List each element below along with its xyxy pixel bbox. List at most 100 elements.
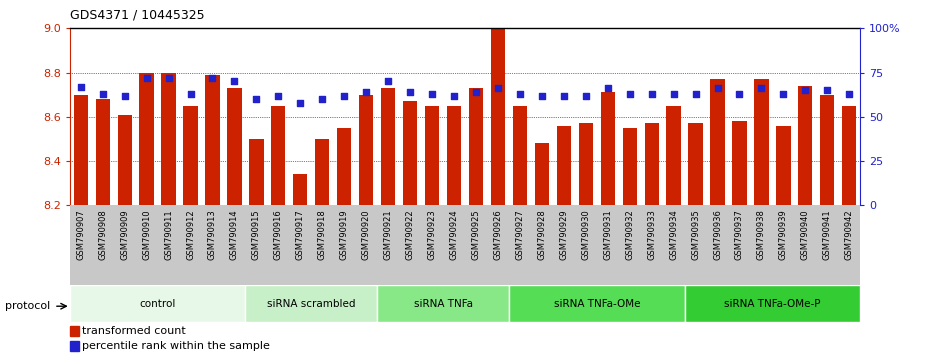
Text: control: control xyxy=(140,298,176,309)
Point xyxy=(644,91,659,97)
Bar xyxy=(183,106,198,205)
Point xyxy=(293,100,308,105)
Bar xyxy=(378,285,509,322)
Point xyxy=(117,93,132,98)
Point xyxy=(95,91,110,97)
Text: GDS4371 / 10445325: GDS4371 / 10445325 xyxy=(70,8,205,21)
Bar xyxy=(73,95,87,205)
Point xyxy=(403,89,418,95)
Bar xyxy=(667,106,681,205)
Point xyxy=(666,91,681,97)
Bar xyxy=(754,79,768,205)
Bar xyxy=(359,95,373,205)
Bar xyxy=(403,101,418,205)
Point xyxy=(798,87,813,93)
Text: GSM790917: GSM790917 xyxy=(296,209,305,260)
Text: GSM790922: GSM790922 xyxy=(405,209,415,260)
Bar xyxy=(227,88,242,205)
Text: GSM790923: GSM790923 xyxy=(428,209,436,260)
Text: GSM790938: GSM790938 xyxy=(757,209,766,260)
Point xyxy=(490,86,505,91)
Point xyxy=(227,79,242,84)
Bar xyxy=(491,28,505,205)
Point xyxy=(73,84,88,90)
Point xyxy=(600,86,615,91)
Point xyxy=(556,93,571,98)
Text: GSM790930: GSM790930 xyxy=(581,209,591,260)
Bar xyxy=(711,79,724,205)
Point xyxy=(578,93,593,98)
Text: protocol: protocol xyxy=(5,301,50,311)
Text: siRNA TNFa-OMe-P: siRNA TNFa-OMe-P xyxy=(724,298,820,309)
Bar xyxy=(162,73,176,205)
Point xyxy=(820,87,835,93)
Text: siRNA TNFa: siRNA TNFa xyxy=(414,298,472,309)
Text: GSM790921: GSM790921 xyxy=(384,209,392,260)
Bar xyxy=(688,124,703,205)
Text: GSM790929: GSM790929 xyxy=(559,209,568,260)
Text: GSM790937: GSM790937 xyxy=(735,209,744,260)
Bar xyxy=(447,106,461,205)
Bar xyxy=(70,341,79,351)
Text: GSM790918: GSM790918 xyxy=(318,209,326,260)
Point xyxy=(711,86,725,91)
Text: GSM790932: GSM790932 xyxy=(625,209,634,260)
Bar xyxy=(293,174,308,205)
Bar xyxy=(96,99,110,205)
Bar xyxy=(70,285,246,322)
Text: GSM790941: GSM790941 xyxy=(823,209,831,260)
Bar xyxy=(798,86,813,205)
Text: GSM790919: GSM790919 xyxy=(339,209,349,260)
Point xyxy=(315,96,330,102)
Text: percentile rank within the sample: percentile rank within the sample xyxy=(82,342,271,352)
Text: GSM790914: GSM790914 xyxy=(230,209,239,260)
Point xyxy=(183,91,198,97)
Bar xyxy=(249,139,263,205)
Bar xyxy=(70,326,79,336)
Text: GSM790910: GSM790910 xyxy=(142,209,151,260)
Text: GSM790934: GSM790934 xyxy=(669,209,678,260)
Text: GSM790907: GSM790907 xyxy=(76,209,86,260)
Text: siRNA scrambled: siRNA scrambled xyxy=(267,298,355,309)
Bar xyxy=(535,143,549,205)
Text: GSM790913: GSM790913 xyxy=(208,209,217,260)
Point xyxy=(271,93,286,98)
Point xyxy=(732,91,747,97)
Text: GSM790926: GSM790926 xyxy=(494,209,502,260)
Point xyxy=(249,96,264,102)
Bar xyxy=(644,124,658,205)
Text: GSM790942: GSM790942 xyxy=(844,209,854,260)
Point xyxy=(380,79,395,84)
Bar xyxy=(509,285,684,322)
Point xyxy=(842,91,857,97)
Text: GSM790909: GSM790909 xyxy=(120,209,129,260)
Bar xyxy=(732,121,747,205)
Point xyxy=(337,93,352,98)
Bar xyxy=(843,106,857,205)
Bar xyxy=(777,126,790,205)
Text: GSM790927: GSM790927 xyxy=(515,209,525,260)
Bar xyxy=(315,139,329,205)
Text: GSM790908: GSM790908 xyxy=(99,209,107,260)
Bar xyxy=(469,88,483,205)
Text: transformed count: transformed count xyxy=(82,326,186,336)
Bar xyxy=(206,75,219,205)
Bar xyxy=(578,124,593,205)
Text: siRNA TNFa-OMe: siRNA TNFa-OMe xyxy=(553,298,640,309)
Bar xyxy=(425,106,439,205)
Point xyxy=(512,91,527,97)
Point xyxy=(205,75,219,81)
Text: GSM790925: GSM790925 xyxy=(472,209,481,260)
Text: GSM790911: GSM790911 xyxy=(164,209,173,260)
Point xyxy=(359,89,374,95)
Point xyxy=(622,91,637,97)
Text: GSM790920: GSM790920 xyxy=(362,209,371,260)
Text: GSM790939: GSM790939 xyxy=(779,209,788,260)
Text: GSM790915: GSM790915 xyxy=(252,209,261,260)
Bar xyxy=(337,128,352,205)
Text: GSM790933: GSM790933 xyxy=(647,209,657,260)
Text: GSM790940: GSM790940 xyxy=(801,209,810,260)
Bar xyxy=(601,92,615,205)
Text: GSM790935: GSM790935 xyxy=(691,209,700,260)
Bar xyxy=(117,115,132,205)
